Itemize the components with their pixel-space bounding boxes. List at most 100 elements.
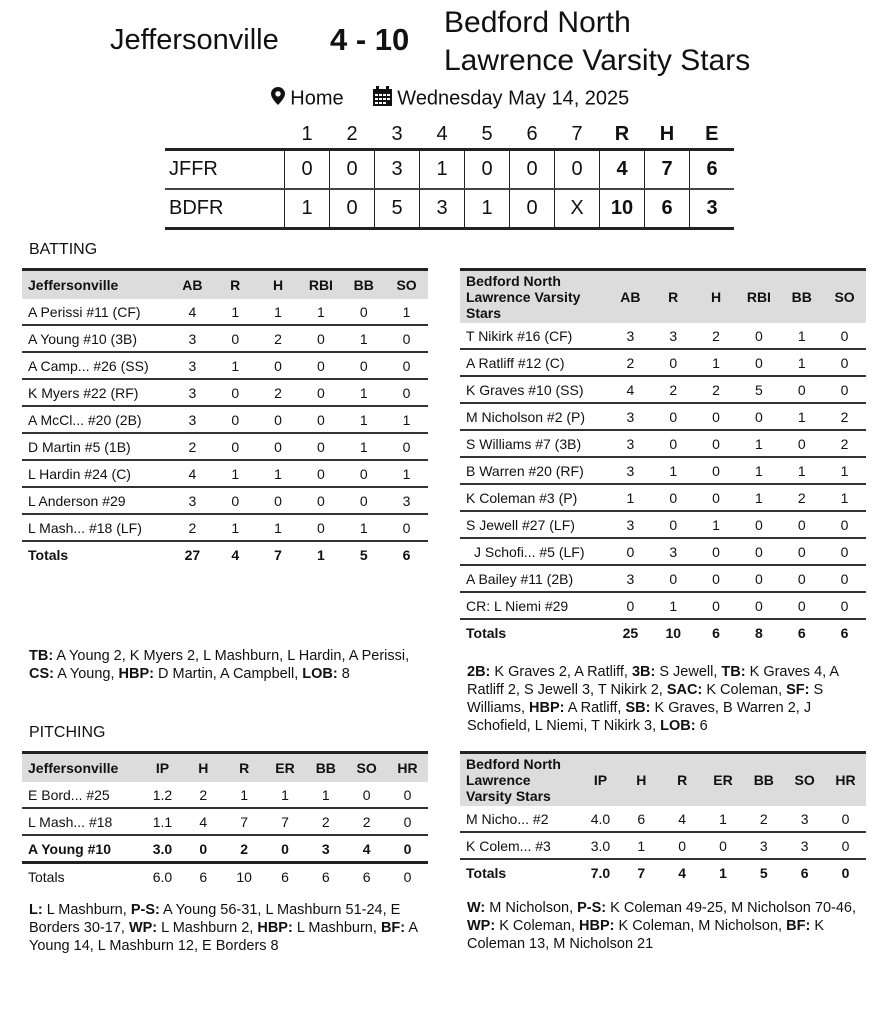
stat-cell: 2 xyxy=(651,376,695,404)
stat-cell: 0 xyxy=(609,592,652,620)
stat-column-header: HR xyxy=(387,751,428,782)
stat-cell: 0 xyxy=(651,349,695,377)
stat-cell: 0 xyxy=(213,433,257,461)
stat-cell: 3 xyxy=(609,323,652,350)
stat-cell: 2 xyxy=(780,484,824,512)
total-cell: 0 xyxy=(841,864,850,881)
total-cell: 6 xyxy=(797,624,806,641)
stat-cell: 1 xyxy=(651,457,695,485)
stat-column-header: H xyxy=(694,268,738,323)
note-text: K Coleman, M Nicholson, xyxy=(614,918,787,934)
stat-cell: 2 xyxy=(609,349,652,377)
stat-cell: 0 xyxy=(182,835,224,864)
stat-column-header: BB xyxy=(780,268,824,323)
stat-cell: 0 xyxy=(694,592,738,620)
note-label: P-S: xyxy=(577,900,607,916)
stat-cell: 1 xyxy=(694,511,738,539)
player-name: K Graves #10 (SS) xyxy=(460,376,609,404)
stat-cell: 1 xyxy=(342,325,386,353)
stat-cell: 3 xyxy=(385,487,428,515)
batting-notes-away: 2B: K Graves 2, A Ratliff, 3B: S Jewell,… xyxy=(467,663,862,735)
stat-cell: 0 xyxy=(385,433,428,461)
stat-cell: 0 xyxy=(780,565,824,593)
batting-block-away: Bedford North Lawrence Varsity Stars AB R H… xyxy=(460,268,866,735)
batting-table-home: Jeffersonville AB R H RBI BB SO A Perissi #11 (… xyxy=(22,268,428,567)
player-row: A Bailey #11 (2B) 3 0 0 0 0 0 xyxy=(460,565,866,593)
stat-cell: 2 xyxy=(694,376,738,404)
stat-cell: 1 xyxy=(823,484,866,512)
stat-cell: 3 xyxy=(609,457,652,485)
inning-runs: 1 xyxy=(284,189,330,230)
total-cell: 6 xyxy=(321,868,330,885)
stat-column-header: AB xyxy=(171,268,214,299)
stat-cell: 7 xyxy=(264,808,306,836)
total-cell: 10 xyxy=(236,868,252,885)
stat-cell: 1 xyxy=(780,349,824,377)
player-name: A Ratliff #12 (C) xyxy=(460,349,609,377)
stat-column-header: SO xyxy=(823,268,866,323)
player-row: D Martin #5 (1B) 2 0 0 0 1 0 xyxy=(22,433,428,461)
inning-runs: 0 xyxy=(284,148,330,190)
note-text: K Graves, B Warren 2, J Schofield, L Nie… xyxy=(467,700,812,734)
total-cell: 25 xyxy=(622,624,639,641)
batting-block-home: Jeffersonville AB R H RBI BB SO A Perissi #11 (… xyxy=(22,268,428,683)
linescore-r: 10 xyxy=(599,189,645,230)
stat-cell: 2 xyxy=(743,806,785,833)
totals-row: Totals 27 4 7 1 5 6 xyxy=(22,541,428,567)
total-cell: 6 xyxy=(199,868,208,885)
stat-cell: 3 xyxy=(171,325,214,353)
total-cell: 5 xyxy=(359,546,368,563)
team-column-header: Jeffersonville xyxy=(22,751,143,782)
stat-cell: 0 xyxy=(213,325,257,353)
player-row: A Camp... #26 (SS) 3 1 0 0 0 0 xyxy=(22,352,428,380)
player-row: A Perissi #11 (CF) 4 1 1 1 0 1 xyxy=(22,299,428,326)
totals-label: Totals xyxy=(466,864,507,881)
stat-cell: 0 xyxy=(823,565,866,593)
note-label: HBP: xyxy=(529,700,565,716)
linescore-header: 3 xyxy=(391,122,403,145)
total-cell: 6 xyxy=(281,868,289,885)
stat-cell: 1.2 xyxy=(142,782,183,809)
total-cell: 6 xyxy=(712,624,720,641)
stat-cell: 0 xyxy=(342,299,386,326)
stat-cell: 4 xyxy=(661,806,703,833)
note-text: A Ratliff, xyxy=(564,700,626,716)
stat-cell: 1 xyxy=(223,782,265,809)
total-cell: 6 xyxy=(800,864,809,881)
linescore-e: 6 xyxy=(689,148,734,190)
game-date: Wednesday May 14, 2025 xyxy=(397,87,630,110)
note-label: P-S: xyxy=(130,902,160,918)
stat-cell: 0 xyxy=(737,349,781,377)
stat-column-header: ER xyxy=(264,751,306,782)
team-column-header: Bedford North Lawrence Varsity Stars xyxy=(460,751,581,806)
stat-cell: 5 xyxy=(737,376,781,404)
stat-cell: 0 xyxy=(651,403,695,431)
stat-cell: 7 xyxy=(223,808,265,836)
stat-cell: 0 xyxy=(342,487,386,515)
stat-column-header: H xyxy=(182,751,224,782)
stat-cell: 0 xyxy=(737,592,781,620)
stat-cell: 0 xyxy=(651,565,695,593)
total-cell: 8 xyxy=(755,624,763,641)
stat-cell: 2 xyxy=(823,403,866,431)
stat-cell: 1 xyxy=(737,430,781,458)
away-team-line2: Lawrence Varsity Stars xyxy=(444,44,751,77)
note-text: K Coleman 13, M Nicholson 21 xyxy=(467,918,824,952)
inning-runs: 0 xyxy=(464,148,510,190)
stat-cell: 0 xyxy=(780,592,824,620)
inning-runs: 3 xyxy=(419,189,465,230)
linescore-row: BDFR 1 0 5 3 1 0 X 10 6 3 xyxy=(165,189,734,230)
totals-label: Totals xyxy=(28,546,69,563)
game-meta: Home Wednesday May 14, 2025 xyxy=(0,86,879,112)
stat-cell: 3 xyxy=(784,832,826,860)
note-label: 3B: xyxy=(631,664,656,680)
player-row: M Nicholson #2 (P) 3 0 0 0 1 2 xyxy=(460,403,866,431)
player-name: A Young #10 (3B) xyxy=(22,325,171,353)
stat-cell: 0 xyxy=(823,538,866,566)
player-row: S Jewell #27 (LF) 3 0 1 0 0 0 xyxy=(460,511,866,539)
stat-header-row: Jeffersonville IP H R ER BB SO HR xyxy=(22,751,428,782)
note-label: TB: xyxy=(721,664,746,680)
stat-column-header: R xyxy=(651,268,695,323)
stat-cell: 3 xyxy=(609,565,652,593)
note-text: L Mashburn 2, xyxy=(157,920,258,936)
